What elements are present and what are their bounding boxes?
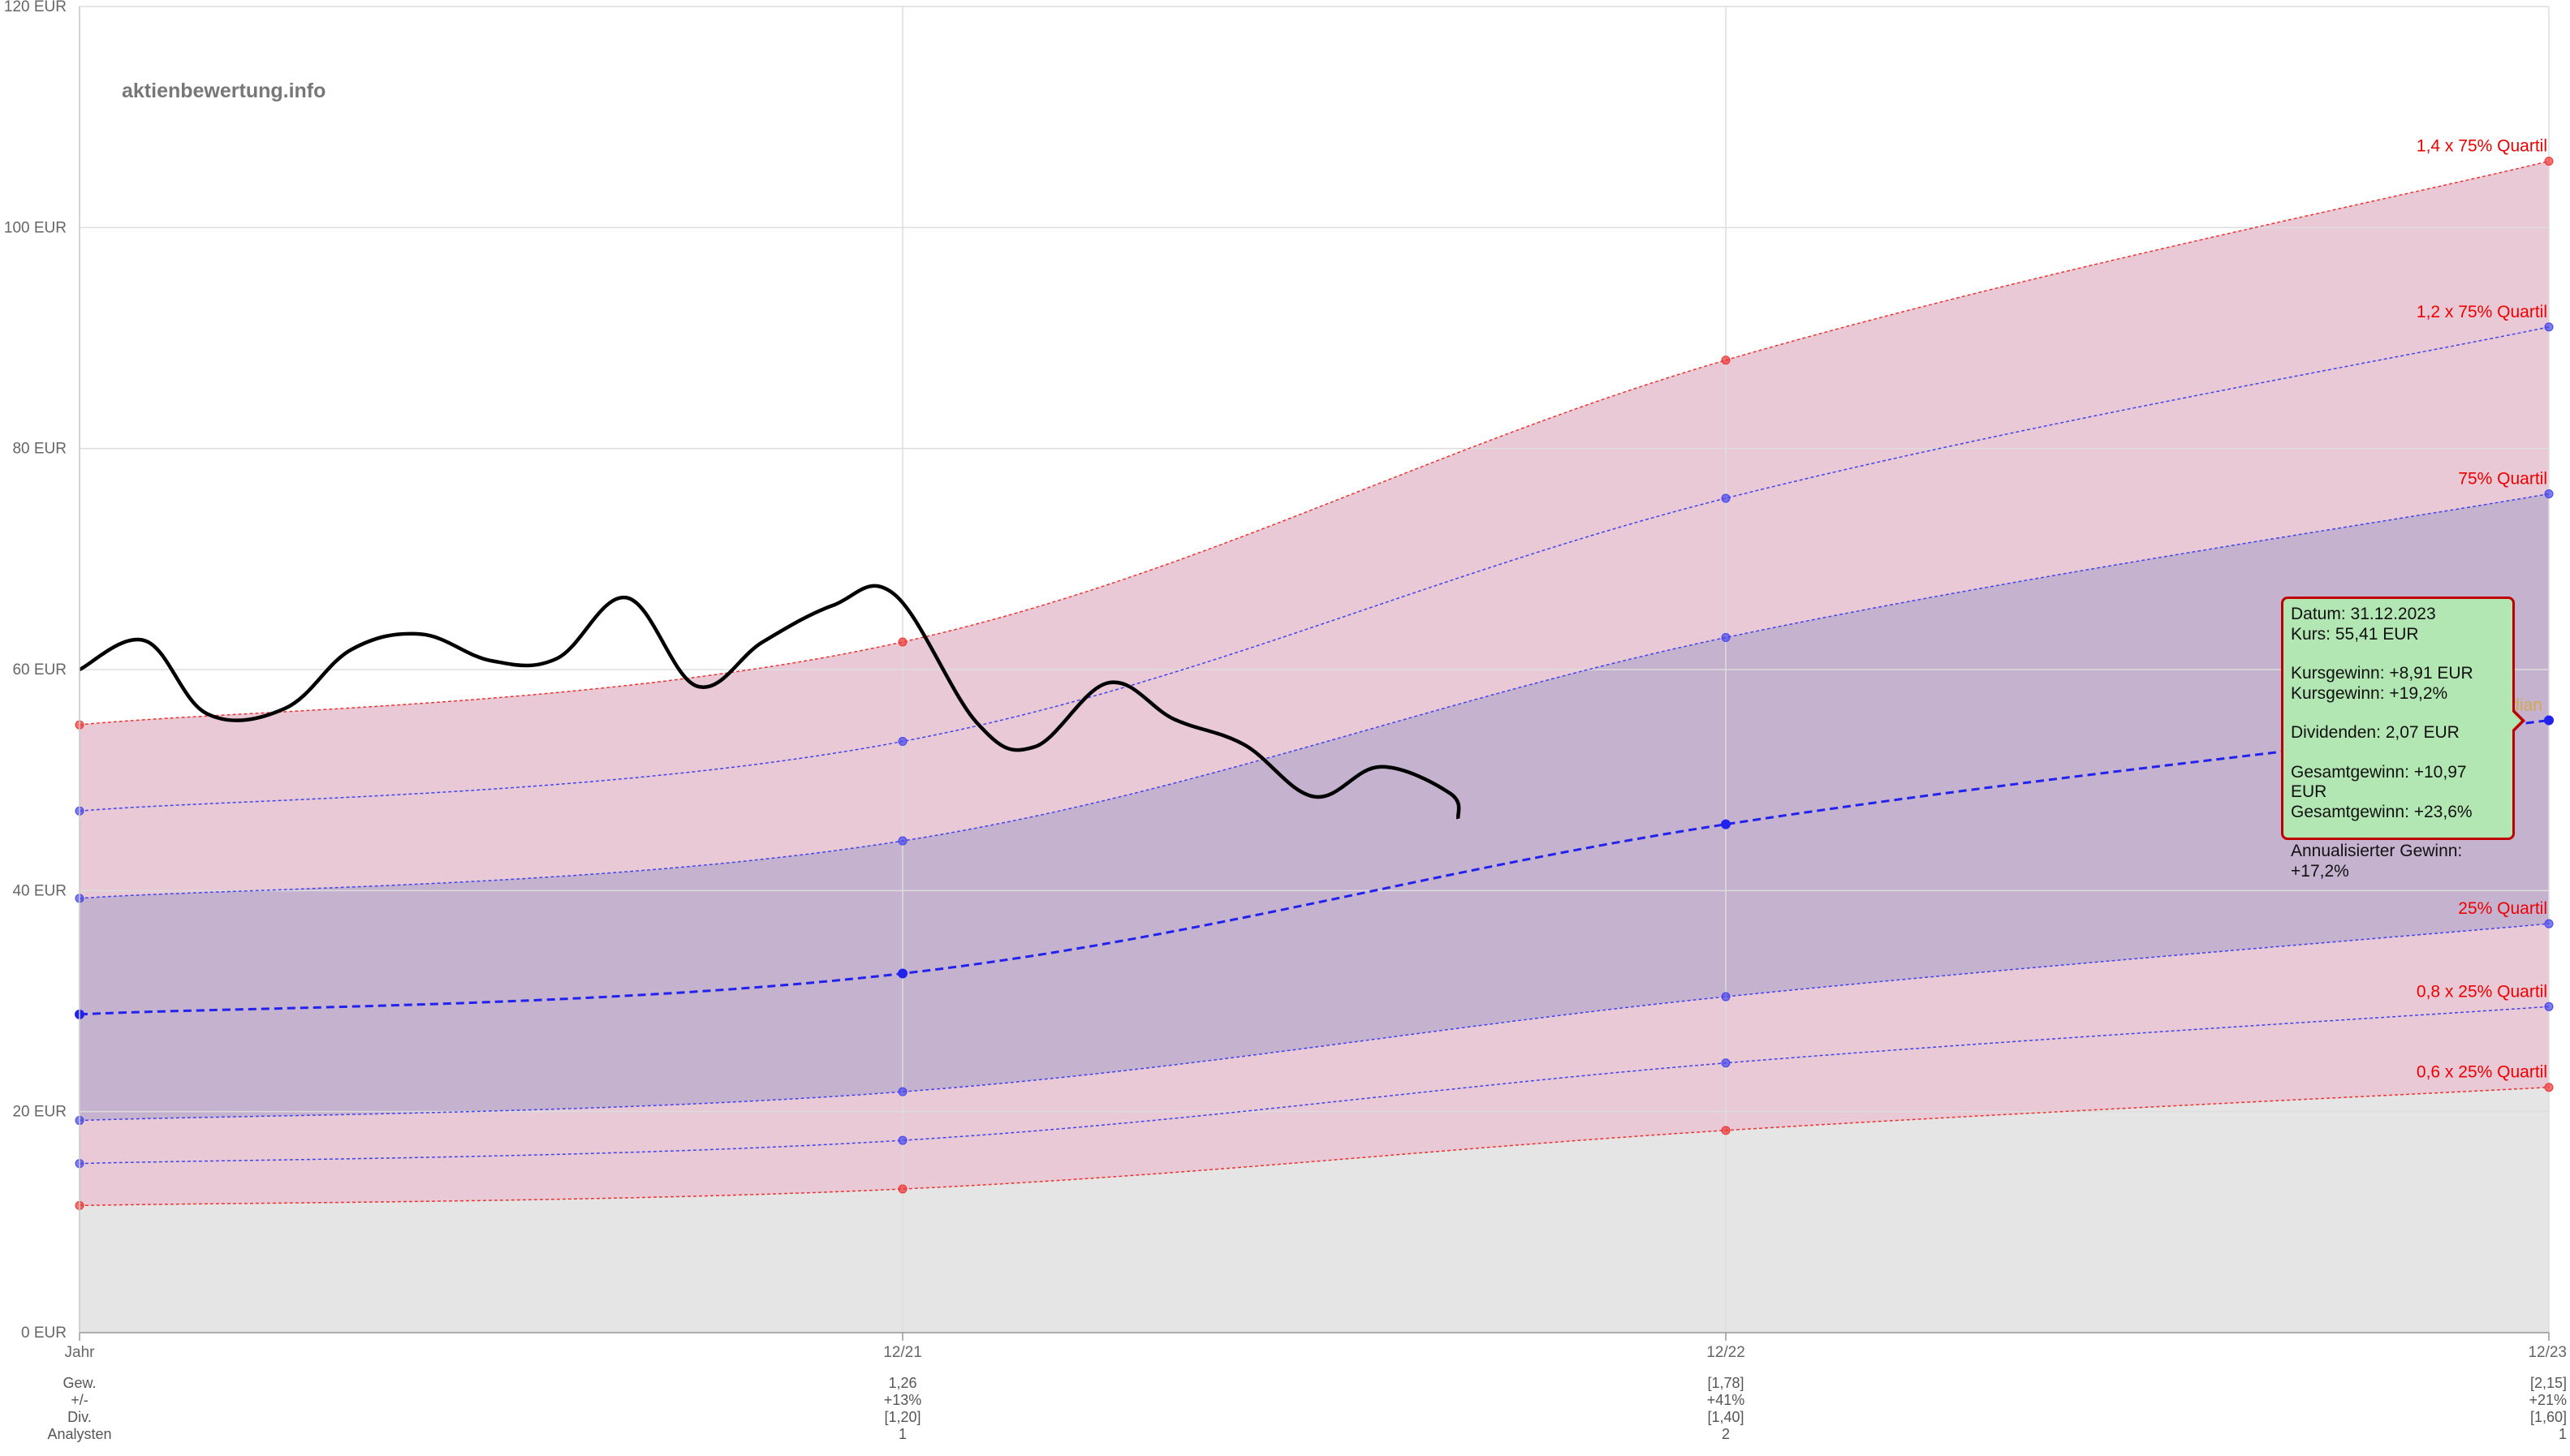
band-point <box>898 836 908 846</box>
table-cell: 1 <box>2559 1426 2567 1442</box>
y-tick-label: 40 EUR <box>12 882 67 899</box>
fill-below-lowest-band <box>80 1087 2549 1333</box>
band-labels: 1,4 x 75% Quartil 1,2 x 75% Quartil 75% Qu… <box>2417 137 2547 1082</box>
band-line <box>79 493 2550 899</box>
table-row-label: Div. <box>67 1409 92 1425</box>
tooltip-spacer <box>2291 644 2505 664</box>
table-row-label: Analysten <box>47 1426 111 1442</box>
table-cell: [1,60] <box>2530 1409 2567 1425</box>
band-point <box>2544 919 2554 928</box>
median-point <box>898 968 908 979</box>
table-cell: [1,40] <box>1707 1409 1744 1425</box>
table-cell: [1,20] <box>884 1409 921 1425</box>
tooltip-spacer <box>2291 704 2505 723</box>
band-line <box>79 326 2550 812</box>
y-tick-label: 60 EUR <box>12 661 67 678</box>
band-point <box>1721 1058 1731 1068</box>
band-point <box>1721 633 1731 643</box>
table-cell: 1,26 <box>888 1375 916 1391</box>
band-label: 0,8 x 25% Quartil <box>2417 982 2547 1001</box>
fill-interquartile-band <box>80 493 2549 1121</box>
band-point <box>898 1184 908 1194</box>
band-point <box>1721 355 1731 365</box>
band-label: 25% Quartil <box>2458 899 2547 918</box>
band-lines <box>75 157 2554 1210</box>
band-line <box>79 160 2550 726</box>
band-line <box>79 1086 2550 1207</box>
band-fills <box>80 161 2549 1333</box>
median-point <box>1721 819 1731 829</box>
watermark-logo: aktienbewertung.info <box>122 80 326 102</box>
analyst-table: Gew.+/-Div.Analysten1,26+13%[1,20]1[1,78… <box>47 1375 2567 1442</box>
band-point <box>1721 493 1731 503</box>
band-line <box>79 923 2550 1122</box>
table-cell: [1,78] <box>1707 1375 1744 1391</box>
band-point <box>2544 1083 2554 1092</box>
band-point <box>1721 1126 1731 1135</box>
tooltip-line: Dividenden: 2,07 EUR <box>2291 723 2460 742</box>
price-line-group <box>78 584 1461 820</box>
tooltip-line: Datum: 31.12.2023 <box>2291 605 2436 623</box>
tooltip-line: Gesamtgewinn: +23,6% <box>2291 802 2473 821</box>
band-point <box>898 1135 908 1145</box>
table-cell: [2,15] <box>2530 1375 2567 1391</box>
tooltip-spacer <box>2291 743 2505 763</box>
y-tick-label: 80 EUR <box>12 441 67 458</box>
tooltip-arrow-inner <box>2512 711 2521 730</box>
table-row-label: +/- <box>71 1392 88 1408</box>
x-tick-label: 12/22 <box>1706 1344 1745 1361</box>
band-point <box>2544 322 2554 332</box>
band-point <box>2544 157 2554 166</box>
tooltip-spacer <box>2291 822 2505 842</box>
band-point <box>2544 1002 2554 1011</box>
tooltip-line: Kurs: 55,41 EUR <box>2291 624 2419 644</box>
x-tick-label: 12/23 <box>2528 1344 2567 1361</box>
fill-lower-band <box>80 924 2549 1206</box>
band-label: 1,4 x 75% Quartil <box>2417 137 2547 156</box>
table-cell: 2 <box>1722 1426 1730 1442</box>
band-point <box>2544 489 2554 498</box>
band-point <box>898 1087 908 1096</box>
tooltip-line: Gesamtgewinn: +10,97 EUR <box>2291 762 2467 802</box>
x-tick-label: Jahr <box>65 1344 96 1361</box>
band-label: 75% Quartil <box>2458 469 2547 488</box>
band-label: 0,6 x 25% Quartil <box>2417 1063 2547 1082</box>
table-cell: +13% <box>884 1392 922 1408</box>
x-tick-label: 12/21 <box>883 1344 922 1361</box>
median-point <box>2544 715 2554 726</box>
tooltip-line: Kursgewinn: +19,2% <box>2291 683 2448 703</box>
y-tick-label: 0 EUR <box>21 1325 67 1342</box>
y-tick-label: 100 EUR <box>4 219 67 236</box>
tooltip-line: Kursgewinn: +8,91 EUR <box>2291 664 2473 683</box>
band-label: 1,2 x 75% Quartil <box>2417 303 2547 321</box>
fill-upper-band <box>80 161 2549 898</box>
table-cell: 1 <box>899 1426 907 1442</box>
table-cell: +21% <box>2529 1392 2567 1408</box>
y-tick-label: 20 EUR <box>12 1104 67 1121</box>
y-tick-label: 120 EUR <box>4 0 67 15</box>
data-tooltip: Datum: 31.12.2023 Kurs: 55,41 EUR Kursgewi… <box>2281 597 2515 881</box>
band-point <box>1721 992 1731 1002</box>
tooltip-line: Annualisierter Gewinn: +17,2% <box>2291 842 2463 881</box>
table-row-label: Gew. <box>63 1375 96 1391</box>
table-cell: +41% <box>1707 1392 1745 1408</box>
band-point <box>898 637 908 647</box>
axes: 0 EUR 20 EUR 40 EUR 60 EUR 80 EUR 100 EUR 120 … <box>4 0 2567 1361</box>
price-line <box>78 584 1461 820</box>
band-point <box>898 737 908 747</box>
